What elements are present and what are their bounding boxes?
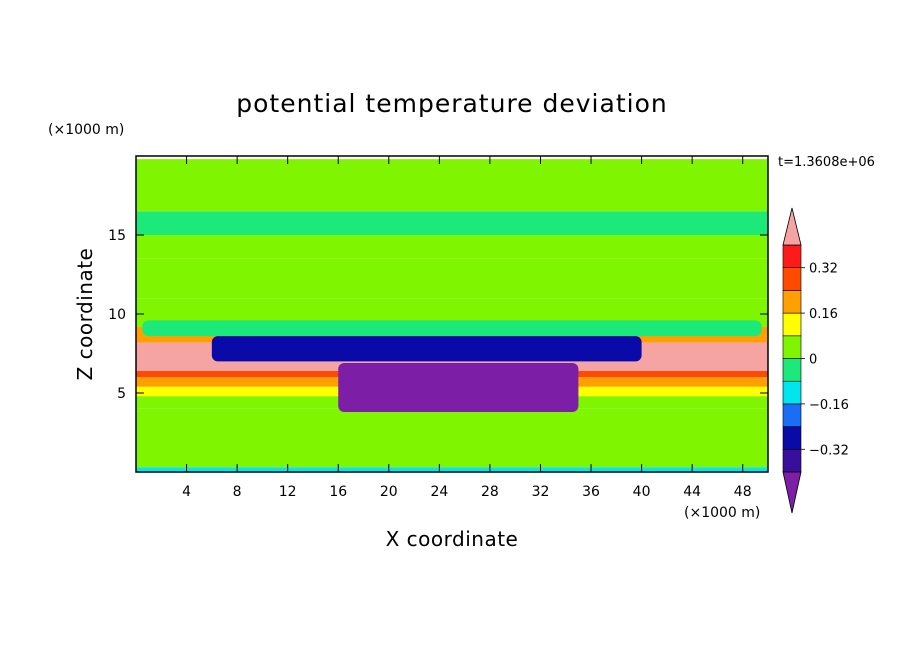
contour-band	[136, 159, 768, 212]
colorbar-extend-max	[782, 207, 802, 246]
x-tick-label: 20	[380, 484, 398, 500]
x-tick-label: 36	[582, 484, 600, 500]
y-axis-label: Z coordinate	[73, 248, 97, 381]
x-tick-label: 8	[233, 484, 242, 500]
contour-band	[136, 211, 768, 235]
y-tick-label: 15	[108, 228, 126, 244]
colorbar-label: −0.16	[809, 398, 849, 413]
x-tick-label: 12	[279, 484, 297, 500]
colorbar-label: 0	[809, 353, 817, 368]
colorbar: 0.32 0.16 0 −0.16 −0.32	[782, 207, 849, 514]
x-axis: 4 8 12 16 20 24 28 32 36 40 44 48	[182, 156, 752, 500]
colorbar-label: −0.32	[809, 443, 849, 458]
x-tick-label: 40	[633, 484, 651, 500]
contour-band	[136, 235, 768, 259]
contour-anomaly	[211, 336, 642, 362]
colorbar-segment	[782, 312, 802, 337]
colorbar-label: 0.32	[809, 262, 838, 277]
x-axis-label: X coordinate	[386, 527, 519, 551]
y-unit-label: (×1000 m)	[48, 122, 124, 138]
x-tick-label: 28	[481, 484, 499, 500]
colorbar-segment	[782, 267, 802, 291]
contour-band	[136, 467, 768, 472]
colorbar-label: 0.16	[809, 307, 838, 322]
colorbar-segment	[782, 380, 802, 405]
x-tick-label: 16	[329, 484, 347, 500]
colorbar-extend-min	[782, 471, 802, 514]
x-tick-label: 32	[532, 484, 550, 500]
contour-field	[136, 159, 768, 472]
colorbar-segment	[782, 403, 802, 427]
colorbar-segment	[782, 358, 802, 382]
contour-band	[136, 258, 768, 299]
x-unit-label: (×1000 m)	[684, 505, 760, 521]
x-tick-label: 44	[683, 484, 701, 500]
colorbar-segment	[782, 290, 802, 314]
colorbar-segment	[782, 448, 802, 473]
y-tick-label: 5	[117, 386, 126, 402]
colorbar-segment	[782, 335, 802, 359]
time-stamp: t=1.3608e+06	[778, 155, 875, 170]
x-tick-label: 24	[430, 484, 448, 500]
contour-anomaly	[338, 362, 579, 412]
contour-anomaly	[142, 320, 762, 337]
y-axis: 5 10 15	[108, 228, 768, 402]
contour-band	[136, 408, 768, 468]
y-tick-label: 10	[108, 307, 126, 323]
colorbar-segment	[782, 426, 802, 450]
chart-title: potential temperature deviation	[236, 89, 667, 118]
x-tick-label: 4	[182, 484, 191, 500]
colorbar-segment	[782, 244, 802, 269]
x-tick-label: 48	[734, 484, 752, 500]
